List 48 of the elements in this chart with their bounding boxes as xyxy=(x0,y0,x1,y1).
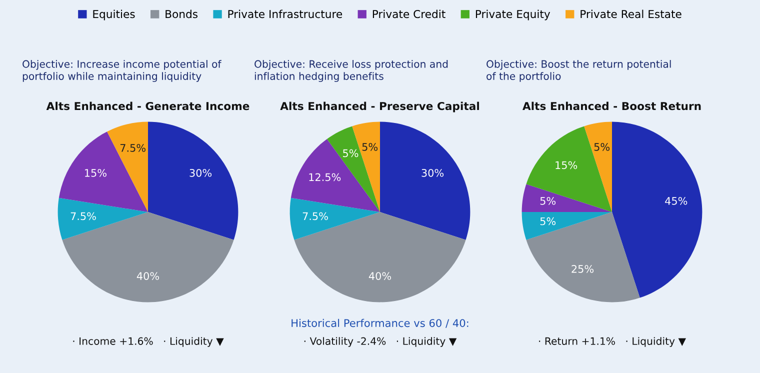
pie-slice xyxy=(62,212,234,302)
data-label: 5% xyxy=(343,149,358,158)
text: Alts Enhanced - Generate Income xyxy=(46,102,250,110)
data-label: 7.5% xyxy=(120,144,146,152)
text: · Volatility -2.4% · Liquidity ▼ xyxy=(304,337,457,347)
chart-subtitle: Objective: Receive loss protection and inflation hedging benefits xyxy=(254,60,448,82)
data-label: 40% xyxy=(136,272,159,280)
legend-label: Private Real Estate xyxy=(580,10,682,18)
legend-label: Private Credit xyxy=(372,10,446,18)
legend-label: Private Infrastructure xyxy=(228,10,342,18)
pie-slice xyxy=(612,122,702,298)
data-label: 5% xyxy=(594,143,610,151)
data-label: 30% xyxy=(422,168,444,177)
text: Historical Performance vs 60 / 40: xyxy=(292,318,468,328)
data-label: 40% xyxy=(368,272,391,280)
data-label: 5% xyxy=(540,196,556,205)
data-label: 15% xyxy=(556,161,578,170)
pie-slice xyxy=(148,122,238,240)
pie-slice xyxy=(58,132,148,212)
text: Objective: Increase income potential of portfolio while maintaining liquidity xyxy=(22,60,222,82)
data-label: 15% xyxy=(85,168,106,177)
data-label: 25% xyxy=(572,265,594,273)
legend-label: Equities xyxy=(93,10,135,20)
pie-slice xyxy=(522,184,612,212)
pie-slice xyxy=(380,122,470,240)
pie-slice xyxy=(294,212,466,302)
text: · Income +1.6% · Liquidity ▼ xyxy=(73,337,224,347)
legend-label: Private Equity xyxy=(476,10,550,20)
chart-title: Alts Enhanced - Preserve Capital xyxy=(280,102,479,112)
pie-slice xyxy=(58,198,148,240)
pie-slice xyxy=(290,198,380,240)
chart-subtitle: Objective: Boost the return potential of the portfolio xyxy=(486,60,671,82)
pie-slice xyxy=(107,122,148,212)
text: · Return +1.1% · Liquidity ▼ xyxy=(539,337,686,347)
data-label: 12.5% xyxy=(309,173,341,182)
chart-title: Alts Enhanced - Boost Return xyxy=(522,102,701,110)
legend-label: Bonds xyxy=(166,10,198,18)
data-label: 7.5% xyxy=(302,212,328,220)
data-label: 7.5% xyxy=(70,212,96,220)
pie-slice xyxy=(522,212,612,240)
data-label: 5% xyxy=(540,217,556,226)
pie-slice xyxy=(526,126,612,212)
data-label: 45% xyxy=(665,196,688,205)
pie-slice xyxy=(290,139,380,212)
data-label: 30% xyxy=(190,168,212,177)
pie-slice xyxy=(526,212,640,302)
data-label: 5% xyxy=(362,143,378,151)
pie-slice xyxy=(584,122,612,212)
